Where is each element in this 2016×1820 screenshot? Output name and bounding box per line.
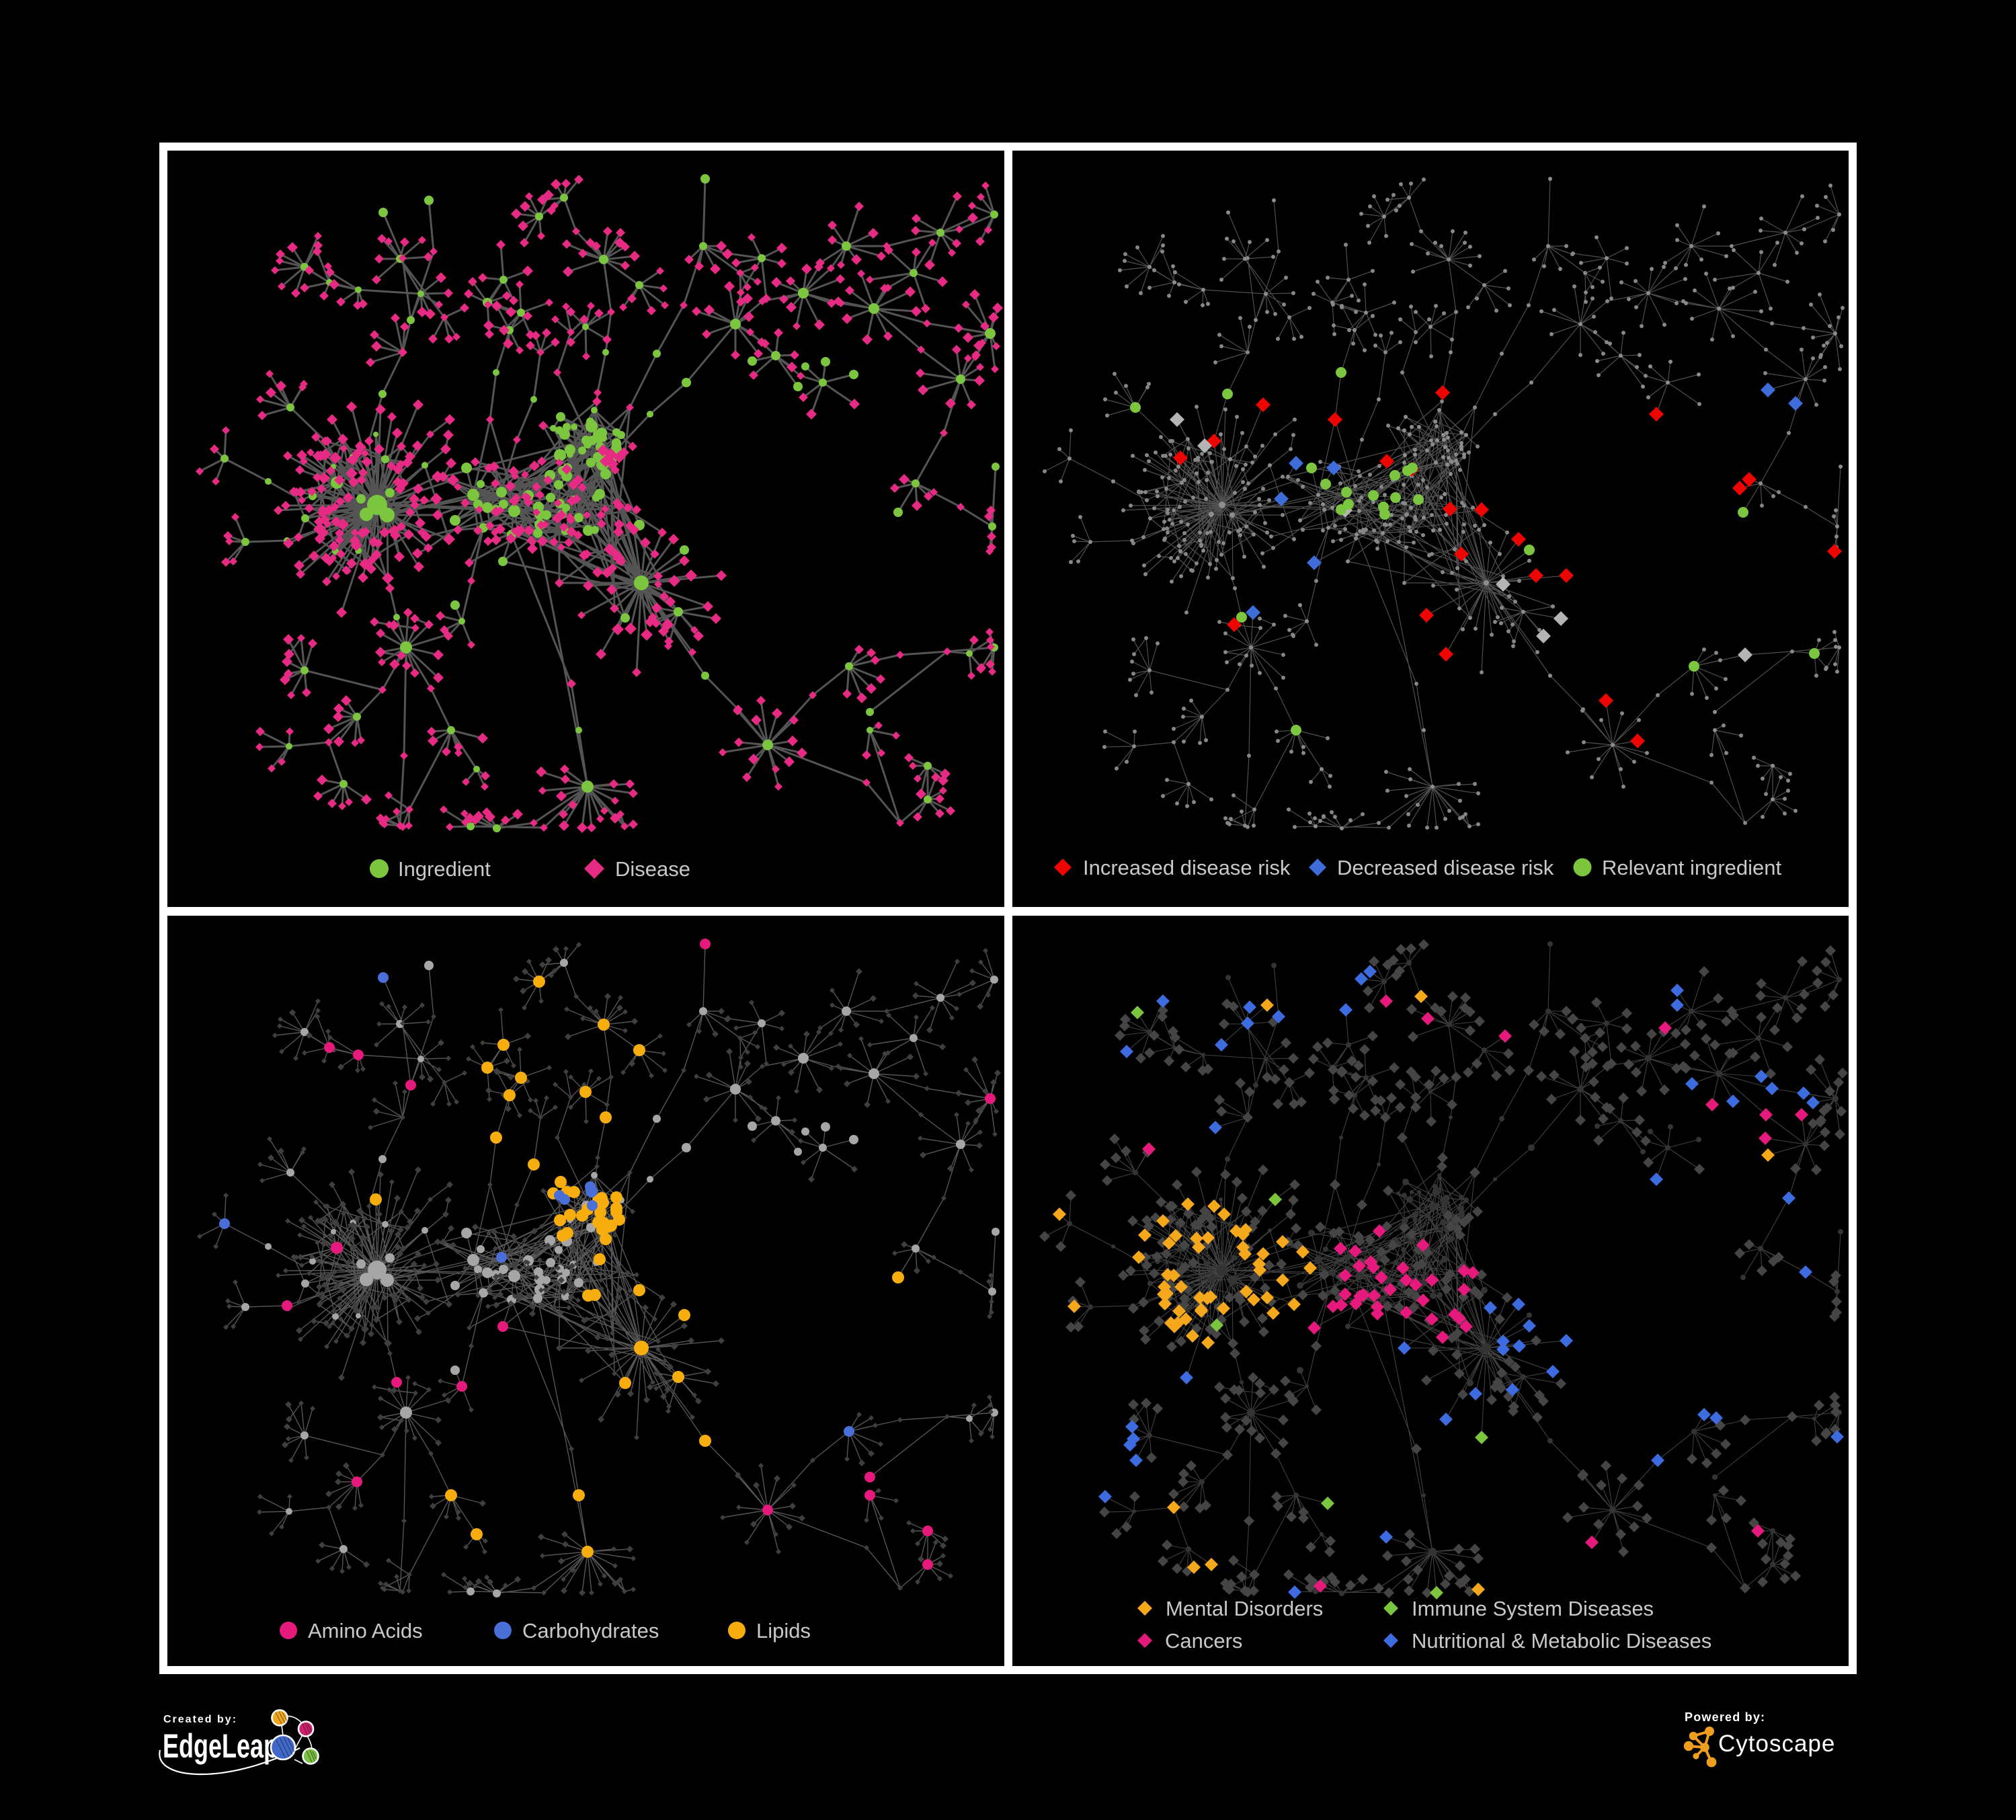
svg-text:Nutritional & Metabolic Diseas: Nutritional & Metabolic Diseases: [1412, 1629, 1711, 1653]
svg-text:Relevant ingredient: Relevant ingredient: [1602, 856, 1782, 879]
svg-text:Cancers: Cancers: [1165, 1629, 1242, 1653]
svg-text:Carbohydrates: Carbohydrates: [522, 1619, 659, 1643]
svg-text:Lipids: Lipids: [756, 1619, 811, 1643]
svg-text:Ingredient: Ingredient: [398, 857, 491, 881]
svg-text:Increased disease risk: Increased disease risk: [1083, 856, 1291, 879]
svg-text:Mental Disorders: Mental Disorders: [1166, 1597, 1323, 1620]
svg-text:Amino Acids: Amino Acids: [308, 1619, 423, 1643]
svg-text:Decreased disease risk: Decreased disease risk: [1337, 856, 1554, 879]
svg-text:Immune System Diseases: Immune System Diseases: [1412, 1597, 1654, 1620]
svg-text:Disease: Disease: [615, 857, 690, 881]
